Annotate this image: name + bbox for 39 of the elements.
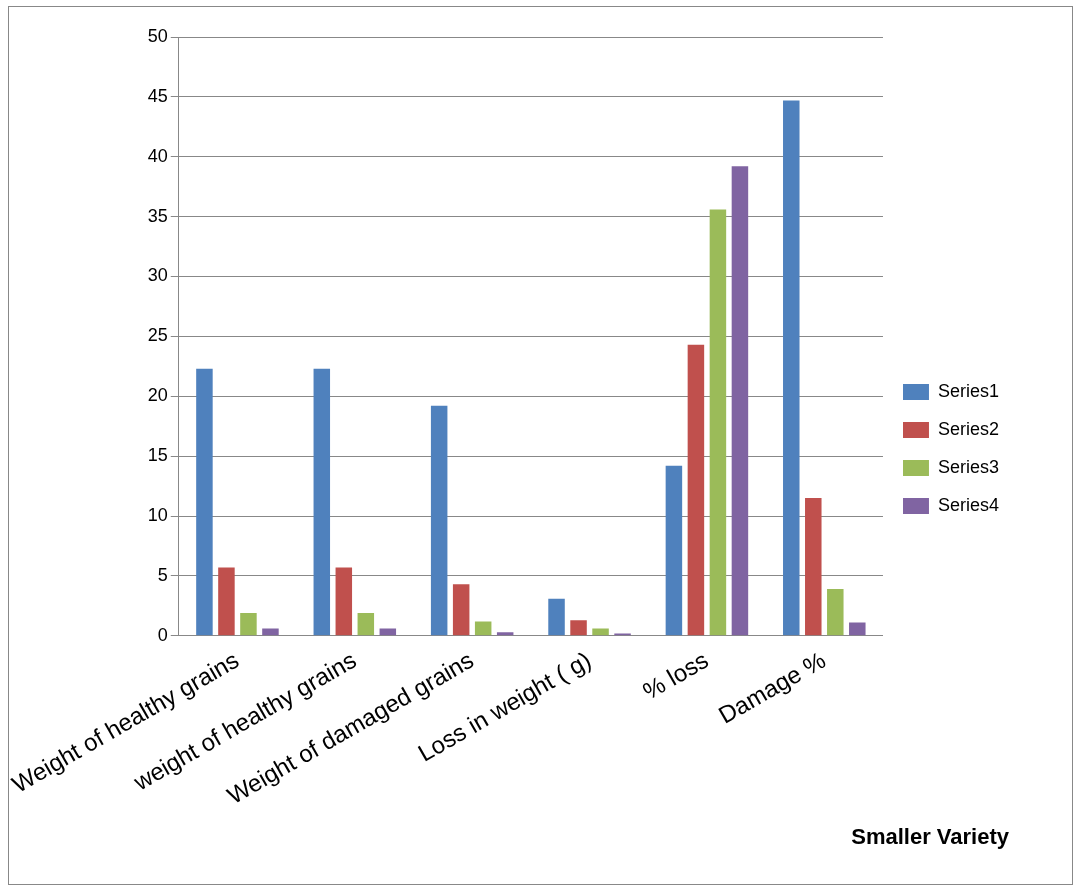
bar — [731, 166, 749, 636]
y-tick-label: 10 — [147, 505, 168, 525]
bar — [687, 344, 705, 636]
bar — [570, 620, 587, 636]
legend-label: Series2 — [937, 418, 999, 439]
bar — [665, 465, 683, 636]
y-tick-label: 15 — [147, 445, 168, 466]
bar — [357, 613, 375, 636]
y-tick-label: 25 — [147, 325, 168, 346]
bar — [592, 628, 609, 636]
bar — [548, 598, 565, 636]
bar — [709, 209, 727, 636]
bar — [452, 584, 470, 636]
y-tick-label: 0 — [157, 624, 168, 645]
bar — [496, 632, 514, 636]
y-tick-label: 40 — [147, 145, 168, 166]
bar — [827, 589, 844, 636]
legend-label: Series1 — [937, 380, 999, 401]
bar — [335, 567, 353, 636]
bar — [313, 368, 331, 636]
legend-label: Series4 — [937, 494, 999, 515]
y-tick-label: 5 — [157, 564, 168, 585]
text: Smaller Variety — [851, 823, 1010, 849]
bar — [783, 100, 800, 636]
y-tick-label: 30 — [147, 265, 168, 286]
bar — [430, 405, 448, 636]
bar — [196, 368, 213, 636]
bar — [240, 613, 257, 636]
bar — [805, 498, 822, 636]
bar — [849, 622, 866, 636]
bar — [218, 567, 235, 636]
y-tick-label: 45 — [147, 85, 168, 106]
bar — [262, 628, 279, 636]
y-tick-label: 35 — [147, 205, 168, 226]
x-tick-label: % loss — [638, 645, 713, 705]
y-tick-label: 20 — [147, 385, 168, 406]
legend-label: Series3 — [937, 456, 999, 477]
y-tick-label: 50 — [147, 25, 168, 46]
bar — [474, 621, 492, 636]
